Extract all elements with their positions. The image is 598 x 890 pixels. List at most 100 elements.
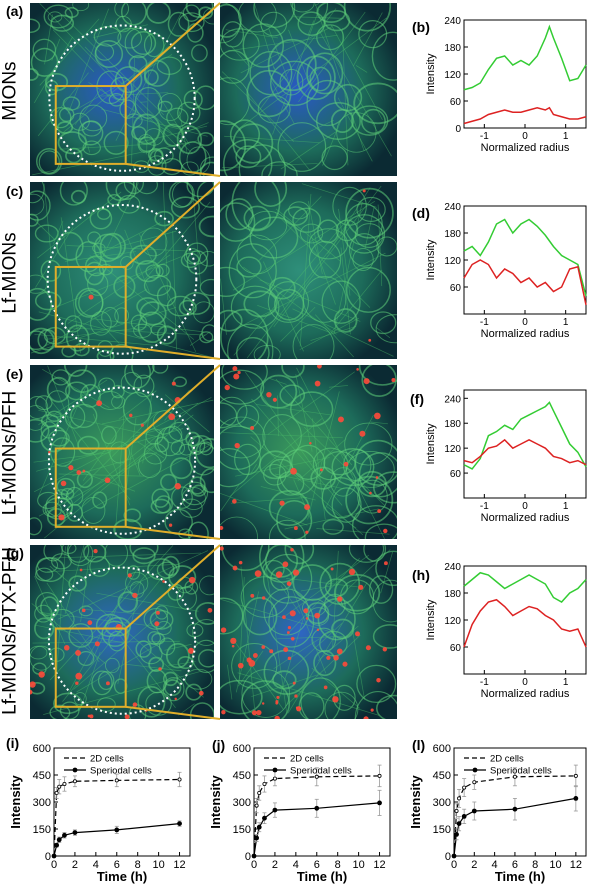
cell-outline [35,591,59,616]
cell-outline [220,202,256,242]
cell-outline [61,545,77,555]
cell-outline [344,203,383,246]
cell-outline [92,491,108,509]
cell-outline [143,274,172,297]
fiber-line [291,120,334,141]
cell-outline [103,130,129,155]
cell-outline [220,425,262,470]
cell-outline [352,505,397,539]
cell-outline [89,207,113,230]
cell-outline [136,297,160,316]
series-line-red [463,106,587,125]
panel-label-b: (b) [412,19,430,35]
cell-outline [331,448,375,487]
cell-outline [235,336,270,359]
fiber-line [322,120,342,166]
y-axis-label: Intensity [425,599,437,640]
panel-label-c: (c) [6,183,24,199]
red-particle [221,710,226,715]
micrograph-texture [30,182,214,359]
cell-outline [344,422,393,466]
cell-outline [74,287,104,318]
fiber-line [32,140,198,176]
fiber-line [60,217,81,354]
red-particle [294,694,298,698]
cell-outline [371,31,397,81]
cell-outline [65,324,90,352]
x-tick-label: 10 [152,859,164,871]
x-tick-label: 4 [492,859,498,871]
cell-outline [30,517,43,536]
cell-outline [68,575,87,592]
cell-outline [316,24,345,51]
cell-outline [78,605,93,617]
fiber-line [235,457,330,477]
fiber-line [237,650,264,687]
red-particle [376,677,381,683]
cell-outline [59,701,80,719]
red-particle [383,528,388,534]
cell-outline [240,576,290,618]
cell-outline [220,516,258,539]
fiber-line [63,465,136,492]
cell-outline [198,649,214,668]
fiber-line [257,196,322,262]
data-point [54,842,60,848]
cell-outline [81,120,102,137]
cell-outline [220,369,265,405]
cell-outline [236,256,262,278]
cell-outline [70,189,87,204]
data-point [177,821,182,826]
micrograph-zoom-a [220,3,397,176]
fiber-line [240,26,333,74]
red-particle [75,650,82,656]
fiber-line [326,506,357,529]
cell-outline [59,182,88,206]
cell-outline [351,105,389,136]
data-point [51,853,57,859]
red-particle [140,423,144,427]
data-point [72,779,77,784]
micrograph-texture [220,182,397,359]
cell-outline [50,14,75,32]
fiber-line [272,8,320,135]
cell-outline [72,3,90,12]
red-particle [282,561,289,568]
fiber-line [222,432,343,439]
fiber-line [338,208,351,296]
red-particle [303,608,309,614]
micrograph-texture [220,3,397,176]
fiber-line [168,661,196,666]
row-title-lf-mions: Lf-MIONs [0,232,21,314]
red-particle [365,645,371,651]
y-tick-label: 300 [33,797,51,809]
red-particle [354,631,361,637]
cell-outline [322,518,344,535]
y-tick-label: 600 [233,743,251,755]
fiber-line [38,384,88,497]
red-particle [198,690,204,696]
cell-outline [130,314,148,331]
cell-outline [53,692,83,715]
cell-outline [75,241,102,273]
cell-outline [66,545,90,563]
cell-outline [308,240,342,279]
cell-outline [291,3,329,26]
fiber-line [324,414,374,510]
cell-outline [109,441,130,464]
cell-outline [300,677,341,719]
fiber-line [299,317,360,350]
fiber-line [331,24,383,120]
fiber-line [227,34,338,52]
cell-outline [111,395,126,409]
cell-outline [156,325,177,345]
fiber-line [309,233,336,305]
fiber-line [269,78,295,125]
red-particle [369,491,372,495]
cell-outline [220,416,266,459]
series-line-red [463,438,587,466]
cell-outline [277,122,327,172]
red-particle [375,476,379,479]
cell-outline [113,678,128,694]
fiber-line [286,558,360,636]
